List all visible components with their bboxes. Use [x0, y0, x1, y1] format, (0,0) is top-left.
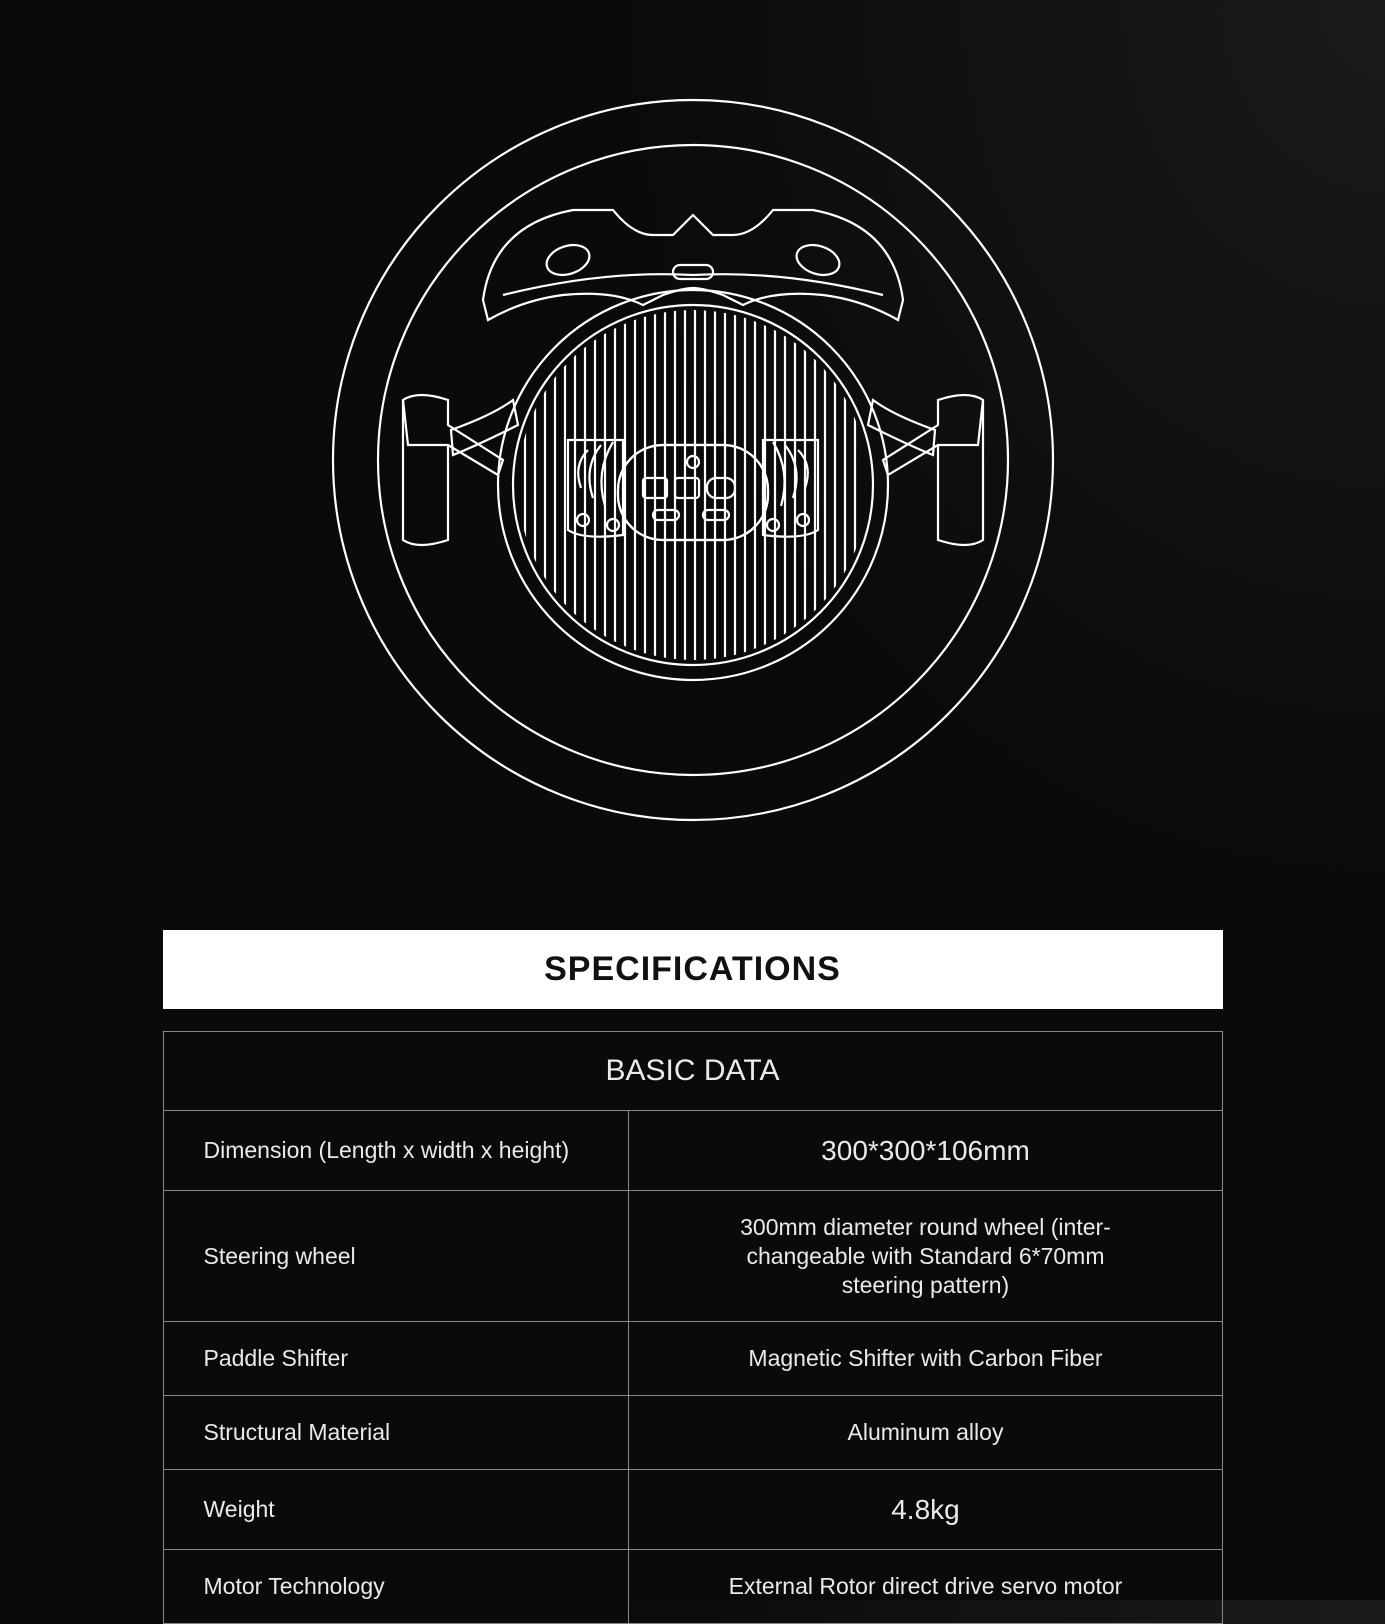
table-row: Dimension (Length x width x height)300*3… [163, 1111, 1222, 1191]
table-row: Weight4.8kg [163, 1469, 1222, 1549]
spec-label: Structural Material [163, 1396, 629, 1470]
spec-value: Magnetic Shifter with Carbon Fiber [629, 1322, 1222, 1396]
spec-value: 300mm diameter round wheel (inter-change… [629, 1191, 1222, 1322]
table-row: Structural MaterialAluminum alloy [163, 1396, 1222, 1470]
spec-value: Aluminum alloy [629, 1396, 1222, 1470]
spec-value: 4.8kg [629, 1469, 1222, 1549]
spec-label: Weight [163, 1469, 629, 1549]
steering-wheel-svg [303, 70, 1083, 850]
spec-value: 300*300*106mm [629, 1111, 1222, 1191]
product-diagram [0, 0, 1385, 900]
table-row: Motor TechnologyExternal Rotor direct dr… [163, 1549, 1222, 1623]
table-row: Steering wheel300mm diameter round wheel… [163, 1191, 1222, 1322]
spec-label: Dimension (Length x width x height) [163, 1111, 629, 1191]
table-row: Paddle ShifterMagnetic Shifter with Carb… [163, 1322, 1222, 1396]
spec-label: Motor Technology [163, 1549, 629, 1623]
specifications-title: SPECIFICATIONS [163, 930, 1223, 1009]
section-header: BASIC DATA [163, 1032, 1222, 1111]
specifications-table: BASIC DATA Dimension (Length x width x h… [163, 1031, 1223, 1624]
section-header-row: BASIC DATA [163, 1032, 1222, 1111]
spec-label: Paddle Shifter [163, 1322, 629, 1396]
spec-value: External Rotor direct drive servo motor [629, 1549, 1222, 1623]
spec-label: Steering wheel [163, 1191, 629, 1322]
specifications-block: SPECIFICATIONS BASIC DATA Dimension (Len… [163, 930, 1223, 1624]
